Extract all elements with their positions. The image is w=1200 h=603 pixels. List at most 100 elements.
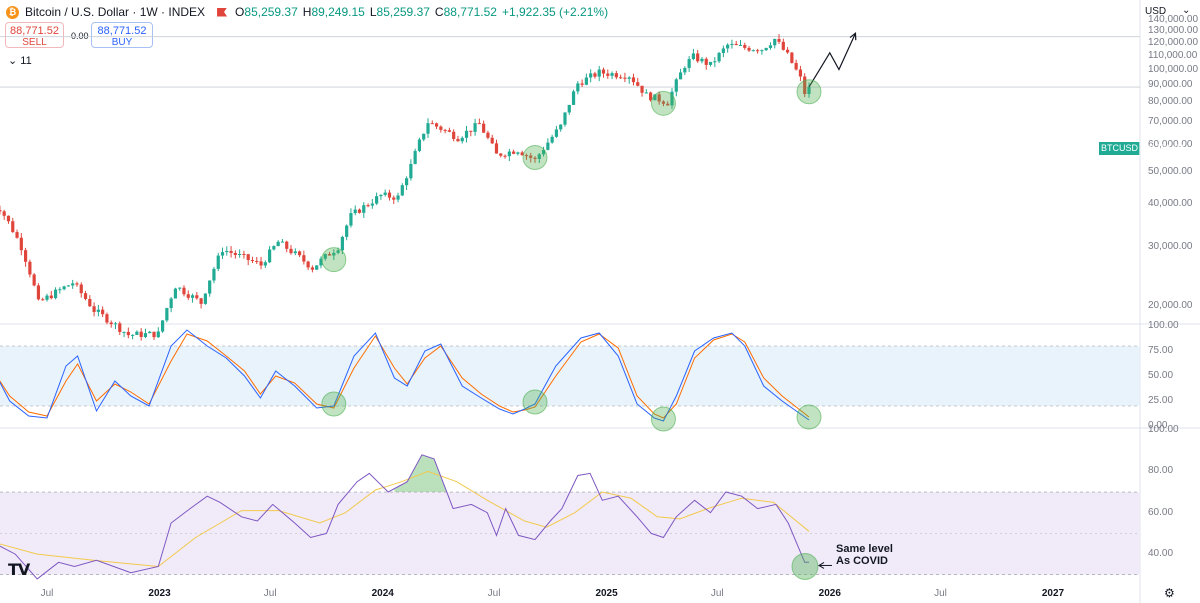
candle-body — [387, 192, 392, 198]
candle-body — [15, 232, 19, 238]
sell-button[interactable]: 88,771.52 SELL — [5, 22, 64, 48]
candle-body — [375, 196, 379, 204]
candle-body — [413, 150, 417, 164]
candle-body — [379, 194, 383, 197]
highlight-circle — [796, 79, 822, 105]
candle-body — [199, 298, 203, 304]
candle-body — [404, 178, 409, 186]
highlight-circle — [321, 391, 347, 417]
candle-body — [45, 295, 49, 300]
candle-body — [349, 213, 353, 226]
candle-body — [83, 293, 88, 299]
candle-body — [417, 139, 422, 151]
candle-body — [370, 203, 374, 206]
time-axis-tick: Jul — [710, 588, 724, 599]
candle-body — [263, 262, 267, 266]
candle-body — [126, 331, 130, 336]
candle-body — [49, 295, 53, 299]
candle-body — [529, 155, 533, 158]
candle-body — [490, 137, 494, 144]
candle-body — [190, 295, 195, 298]
candle-body — [345, 225, 349, 237]
candle-body — [640, 85, 644, 93]
candle-body — [268, 249, 272, 263]
stoch-k-line — [0, 329, 810, 422]
candle-body — [353, 209, 357, 214]
candle-body — [238, 253, 242, 255]
candle-body — [803, 76, 807, 95]
rsi-ma-line — [0, 470, 810, 568]
symbol-title[interactable]: Bitcoin / U.S. Dollar · 1W · INDEX — [25, 5, 206, 19]
highlight-circle — [522, 145, 548, 171]
sell-price: 88,771.52 — [10, 25, 59, 37]
candle-body — [297, 251, 302, 256]
candle-body — [280, 241, 285, 243]
candle-body — [661, 101, 666, 104]
rsi-axis-tick: 100.00 — [1148, 424, 1179, 435]
chevron-down-icon[interactable]: ⌄ — [1182, 5, 1191, 16]
candle-body — [537, 154, 541, 159]
highlight-circle — [650, 90, 676, 116]
tradingview-logo[interactable]: 𝗧𝗩 — [8, 562, 30, 579]
projection-path — [808, 32, 857, 88]
candle-body — [319, 258, 323, 266]
candle-body — [636, 82, 640, 86]
candle-body — [743, 44, 747, 48]
candle-body — [340, 236, 344, 251]
stoch-axis-tick: 0.00 — [1148, 420, 1168, 431]
candle-body — [233, 252, 237, 255]
candle-body — [0, 210, 2, 212]
candle-body — [357, 209, 362, 213]
candle-body — [738, 44, 743, 46]
ohlc-low: L85,259.37 — [369, 5, 430, 19]
time-axis-tick: 2023 — [148, 588, 171, 599]
gear-icon[interactable]: ⚙ — [1164, 586, 1175, 600]
candle-body — [242, 253, 246, 255]
candle-body — [409, 163, 413, 179]
candle-body — [623, 77, 627, 79]
candle-body — [434, 123, 439, 127]
candle-body — [400, 185, 404, 196]
ohlc-high: H89,249.15 — [302, 5, 365, 19]
buy-price: 88,771.52 — [97, 25, 147, 37]
indicators-toggle[interactable]: ⌄ 11 — [8, 54, 32, 67]
candle-body — [597, 69, 601, 77]
candle-body — [507, 151, 511, 157]
candle-body — [75, 283, 79, 285]
price-tag-value: 88,771.52 — [1144, 143, 1185, 153]
buy-button[interactable]: 88,771.52 BUY — [91, 22, 153, 48]
price-axis-tick: 80,000.00 — [1148, 96, 1193, 108]
stoch-band — [0, 346, 1140, 406]
candle-body — [700, 58, 704, 62]
flag-icon[interactable] — [217, 7, 228, 17]
candle-body — [156, 331, 160, 338]
buy-label: BUY — [111, 37, 133, 48]
time-axis-tick: Jul — [487, 588, 501, 599]
candle-body — [541, 149, 546, 155]
annotation-line-2: As COVID — [836, 555, 888, 567]
symbol-legend[interactable]: ₿ Bitcoin / U.S. Dollar · 1W · INDEX O85… — [6, 5, 608, 19]
candle-body — [58, 289, 62, 291]
candle-body — [62, 286, 66, 290]
candle-body — [452, 131, 456, 139]
candle-body — [11, 221, 15, 233]
candle-body — [332, 252, 336, 256]
candle-body — [118, 323, 122, 332]
candle-body — [589, 73, 593, 78]
time-axis-tick: Jul — [40, 588, 54, 599]
currency-selector[interactable]: USD — [1145, 6, 1167, 17]
candle-body — [751, 50, 755, 52]
candle-body — [649, 92, 653, 101]
candle-body — [777, 38, 781, 42]
candle-body — [165, 308, 169, 321]
candle-body — [486, 132, 490, 138]
stoch-axis-tick: 100.00 — [1148, 320, 1179, 331]
candle-body — [717, 52, 721, 62]
candle-body — [678, 72, 683, 80]
price-tag-countdown: 6d 3h — [1144, 153, 1167, 163]
highlight-circle — [791, 552, 819, 580]
price-axis-tick: 100,000.00 — [1148, 63, 1199, 75]
candle-body — [109, 322, 113, 325]
candle-body — [520, 152, 524, 156]
